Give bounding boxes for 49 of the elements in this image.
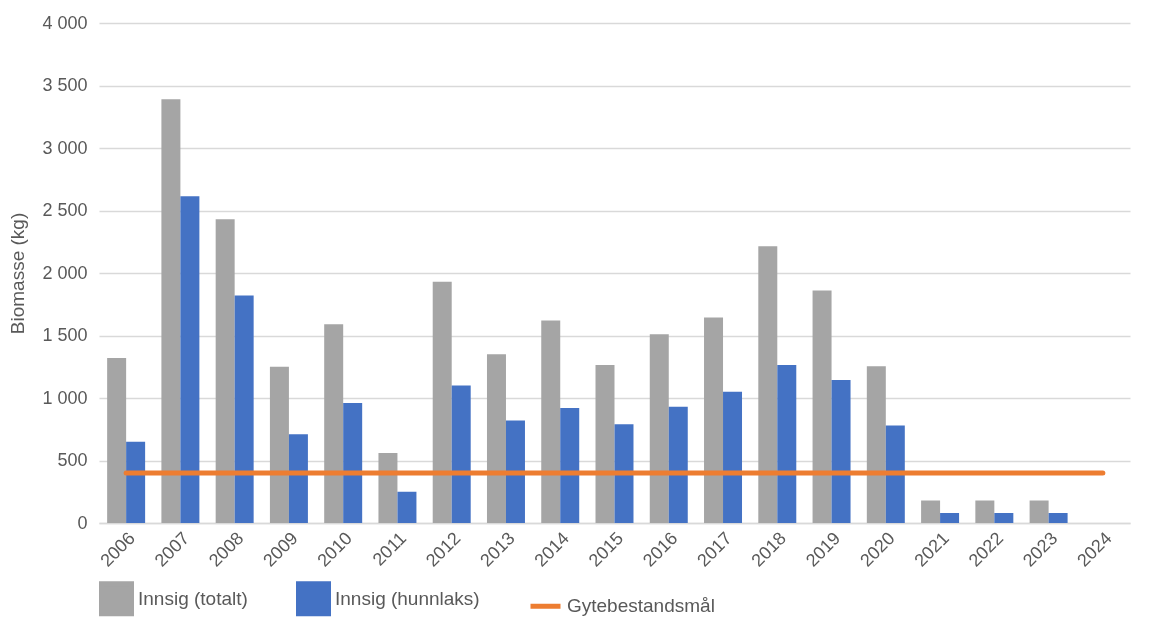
bar: [180, 196, 200, 523]
y-tick-label: 1 000: [42, 387, 88, 408]
bar: [777, 364, 797, 523]
bar: [397, 491, 417, 523]
y-tick-label: 4 000: [42, 12, 88, 33]
y-tick-label: 0: [77, 512, 88, 533]
legend-label: Innsig (hunnlaks): [335, 587, 480, 609]
y-tick-label: 1 500: [42, 325, 88, 345]
bar: [378, 453, 398, 523]
bar: [560, 408, 580, 523]
bar: [668, 406, 688, 523]
bar: [1029, 500, 1049, 523]
bar: [885, 425, 905, 523]
bar: [940, 513, 960, 523]
bar: [432, 281, 452, 523]
bar: [994, 513, 1014, 523]
legend-label: Innsig (totalt): [138, 587, 248, 609]
bar: [831, 379, 851, 523]
bar: [595, 364, 615, 523]
bar: [704, 317, 724, 523]
bar: [812, 290, 832, 523]
y-axis-title: Biomasse (kg): [7, 212, 29, 335]
bar: [866, 366, 886, 523]
y-tick-label: 2 500: [42, 200, 88, 220]
bar: [486, 354, 506, 523]
bar: [505, 420, 525, 523]
bar: [343, 403, 363, 523]
bar: [324, 324, 344, 523]
bar: [723, 391, 743, 523]
y-tick-label: 3 000: [42, 137, 88, 158]
bar: [451, 385, 471, 523]
y-tick-label: 2 000: [42, 262, 88, 283]
y-tick-label: 3 500: [42, 75, 88, 95]
bar: [758, 246, 778, 523]
bar: [215, 219, 235, 523]
bar: [921, 500, 941, 523]
bar: [161, 99, 181, 523]
bar: [107, 358, 127, 523]
legend-label: Gytebestandsmål: [567, 595, 715, 617]
y-tick-label: 500: [57, 450, 88, 470]
bar: [234, 295, 254, 523]
bar: [541, 320, 561, 523]
bar: [126, 441, 146, 523]
bar: [975, 500, 995, 523]
bar: [614, 424, 634, 523]
bar: [1048, 513, 1068, 523]
bar: [649, 334, 669, 523]
bar: [269, 366, 289, 523]
bar: [288, 434, 308, 523]
